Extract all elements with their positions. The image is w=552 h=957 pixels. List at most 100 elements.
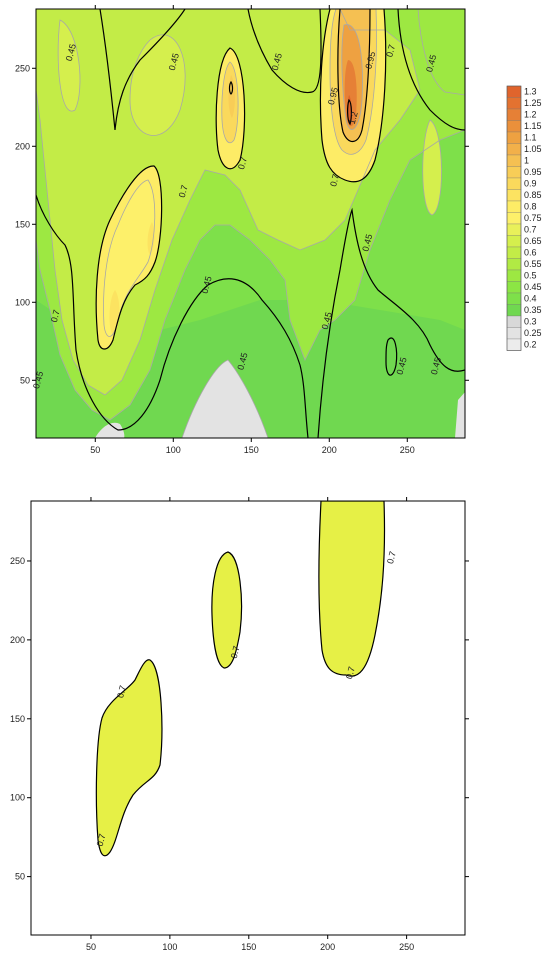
x-tick-label: 250 (400, 445, 415, 455)
y-tick-label: 200 (10, 635, 25, 645)
contour-label: 0.45 (200, 275, 214, 295)
contour-label: 0.7 (229, 645, 242, 660)
contour-label: 0.45 (424, 54, 438, 74)
colorbar-label: 0.8 (524, 202, 537, 212)
colorbar-swatch (506, 281, 522, 294)
colorbar-swatch (506, 327, 522, 340)
region-right (318, 501, 386, 677)
x-tick-label: 150 (244, 445, 259, 455)
contour-label-group: 0.45 (360, 233, 374, 253)
colorbar-label: 0.35 (524, 305, 542, 315)
x-tick-label: 50 (90, 445, 100, 455)
thin-contour (221, 61, 239, 144)
bottom-filled-regions (95, 501, 386, 857)
contour-label-group: 0.45 (320, 311, 334, 331)
bold-contour-0.7 (215, 47, 246, 170)
colorbar-label: 0.6 (524, 248, 537, 258)
bold-contour-0.45 (247, 9, 322, 94)
colorbar-swatch (506, 338, 522, 351)
contour-label: 0.45 (31, 370, 45, 390)
contour-label-group: 0.45 (167, 52, 181, 72)
contour-label: 0.7 (384, 44, 397, 59)
thin-contour (57, 19, 81, 112)
thin-contour (422, 119, 442, 216)
thin-contour (417, 9, 465, 96)
x-tick-label: 100 (166, 445, 181, 455)
colorbar-swatch (506, 292, 522, 305)
colorbar-frame (506, 85, 522, 351)
x-tick-label: 200 (322, 445, 337, 455)
colorbar-swatch (506, 200, 522, 213)
contour-label-group: 0.7 (236, 156, 249, 171)
contour-label-group: 0.7 (344, 665, 357, 680)
contour-label-group: 0.7 (328, 173, 341, 188)
band-dark-green-bottom (36, 300, 465, 438)
left-peak-0.78b (147, 222, 155, 255)
colorbar-swatch (506, 85, 522, 98)
colorbar-swatch (506, 154, 522, 167)
colorbar-swatch (506, 166, 522, 179)
colorbar-label: 0.45 (524, 282, 542, 292)
y-tick-label: 50 (20, 375, 30, 385)
band-0.65-right (422, 120, 442, 215)
top-contour-lines (36, 9, 465, 438)
contour-label-group: 0.45 (200, 275, 214, 295)
x-tick-label: 50 (86, 942, 96, 952)
contour-label-group: 0.45 (64, 43, 78, 63)
y-tick-label: 200 (15, 141, 30, 151)
colorbar-label: 0.65 (524, 236, 542, 246)
thin-contour (341, 24, 363, 130)
colorbar-swatch (506, 143, 522, 156)
colorbar: 1.31.25 1.21.15 1.11.05 10.95 0.90.85 0.80.75… (506, 85, 542, 351)
contour-label-group: 0.45 (395, 356, 409, 376)
bold-contour-0.7 (95, 165, 163, 350)
colorbar-label: 0.5 (524, 271, 537, 281)
x-tick-label: 100 (162, 942, 177, 952)
top-axis-ticks: 50 100 150 200 250 50 100 150 200 250 (15, 5, 469, 455)
colorbar-swatch (506, 177, 522, 190)
contour-label-group: 0.7 (384, 44, 397, 59)
bold-contour-0.95 (337, 9, 371, 143)
contour-label-group: 0.7 (385, 550, 398, 565)
colorbar-label: 1.3 (524, 87, 537, 97)
region-middle (211, 551, 243, 669)
bold-contour-peak (228, 80, 234, 95)
colorbar-label: 1 (524, 156, 529, 166)
y-tick-label: 100 (10, 793, 25, 803)
bottom-contour-labels: 0.7 0.7 0.7 0.7 0.7 (95, 550, 398, 848)
colorbar-swatch (506, 315, 522, 328)
bold-contour-0.45 (99, 9, 186, 131)
bottom-plot-background (31, 501, 465, 935)
colorbar-label: 0.9 (524, 179, 537, 189)
contour-label: 0.7 (344, 665, 357, 680)
colorbar-swatch (506, 246, 522, 259)
colorbar-label: 0.4 (524, 294, 537, 304)
contour-label-group: 0.45 (429, 356, 443, 376)
contour-label: 1.2 (347, 111, 360, 126)
colorbar-swatch (506, 97, 522, 110)
contour-label-group: 0.45 (31, 370, 45, 390)
contour-label-group: 0.95 (363, 50, 377, 70)
contour-label: 0.45 (320, 311, 334, 331)
top-plot-frame (35, 8, 466, 439)
band-0.65-top (130, 34, 186, 136)
colorbar-swatch (506, 108, 522, 121)
contour-label: 0.7 (385, 550, 398, 565)
y-tick-label: 50 (15, 872, 25, 882)
low-region-bottom-left (95, 422, 125, 438)
colorbar-swatch (506, 304, 522, 317)
contour-label-group: 1.2 (347, 111, 360, 126)
y-tick-label: 150 (15, 219, 30, 229)
y-tick-label: 150 (10, 714, 25, 724)
thin-contour (103, 179, 156, 337)
contour-label: 0.45 (429, 356, 443, 376)
colorbar-swatch (506, 223, 522, 236)
contour-label: 0.45 (395, 356, 409, 376)
colorbar-label: 0.55 (524, 259, 542, 269)
colorbar-swatch (506, 258, 522, 271)
contour-label: 0.7 (95, 833, 108, 848)
colorbar-label: 1.2 (524, 110, 537, 120)
colorbar-label: 0.2 (524, 340, 537, 350)
contour-label: 0.7 (49, 309, 62, 324)
